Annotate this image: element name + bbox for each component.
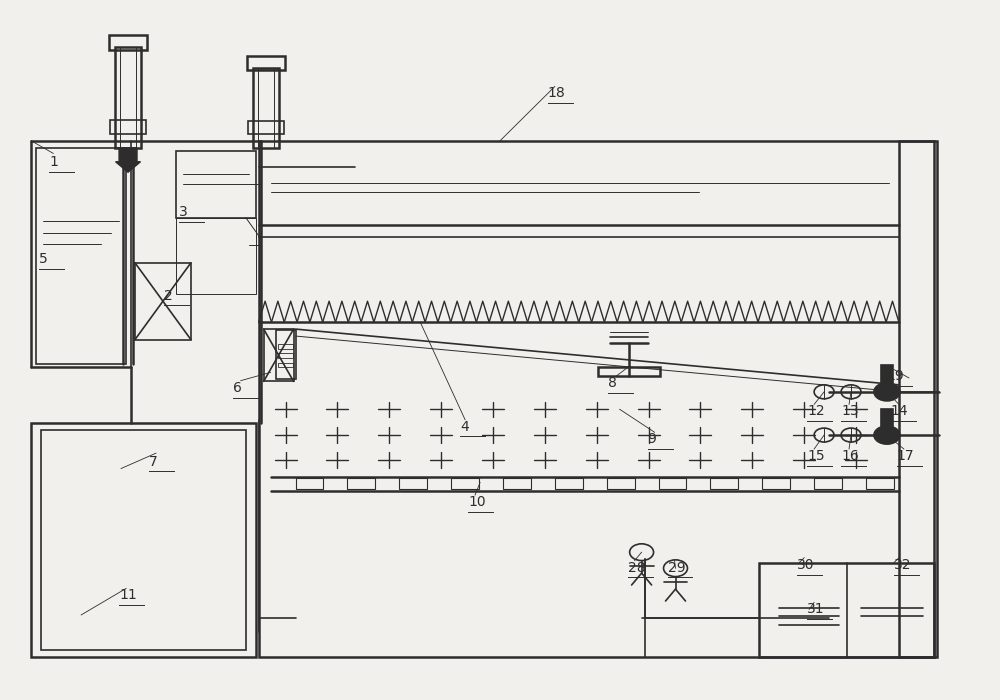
FancyArrow shape [116,148,141,172]
Bar [607,478,635,489]
Bar [278,344,293,349]
Bar [814,478,842,489]
Text: 19: 19 [887,370,905,384]
Text: 28: 28 [628,561,645,575]
Bar [399,478,427,489]
Bar [866,478,894,489]
Bar [296,478,323,489]
Text: 7: 7 [149,454,158,468]
Text: 8: 8 [608,377,617,391]
Bar [36,148,126,364]
Text: 30: 30 [797,558,815,572]
Text: 29: 29 [668,561,685,575]
Text: 31: 31 [807,603,825,617]
Bar [110,120,146,134]
Bar [176,151,256,218]
Bar [762,478,790,489]
Text: 5: 5 [39,253,48,267]
Bar [247,56,285,70]
Bar [276,330,296,379]
Bar [264,329,294,382]
Text: 17: 17 [897,449,915,463]
Bar [881,365,893,383]
Bar [176,218,256,294]
Text: 6: 6 [233,382,242,395]
Bar [759,563,934,657]
Bar [347,478,375,489]
Text: 4: 4 [460,420,469,434]
Text: 2: 2 [164,288,173,302]
Bar [253,68,279,148]
Circle shape [874,383,900,401]
Bar [899,141,934,657]
Text: 15: 15 [807,449,825,463]
Bar [259,141,937,657]
Bar [555,478,583,489]
Bar [503,478,531,489]
Bar [31,424,256,657]
Bar [248,121,284,134]
Text: 11: 11 [119,589,137,603]
Text: 18: 18 [548,86,566,100]
Bar [659,478,686,489]
Bar [278,363,293,368]
Text: 12: 12 [807,405,825,419]
Bar [115,47,141,148]
Bar [109,35,147,50]
Bar [598,367,660,377]
Bar [41,430,246,650]
Bar [278,354,293,358]
Bar [710,478,738,489]
Bar [451,478,479,489]
Text: 1: 1 [49,155,58,169]
Text: 3: 3 [179,205,188,219]
Bar [135,262,191,340]
Text: 10: 10 [468,495,486,509]
Text: 16: 16 [841,449,859,463]
Circle shape [874,426,900,444]
Text: 14: 14 [891,405,909,419]
Text: 13: 13 [841,405,859,419]
Text: 32: 32 [894,558,911,572]
Bar [881,409,893,426]
Text: 9: 9 [648,432,656,446]
